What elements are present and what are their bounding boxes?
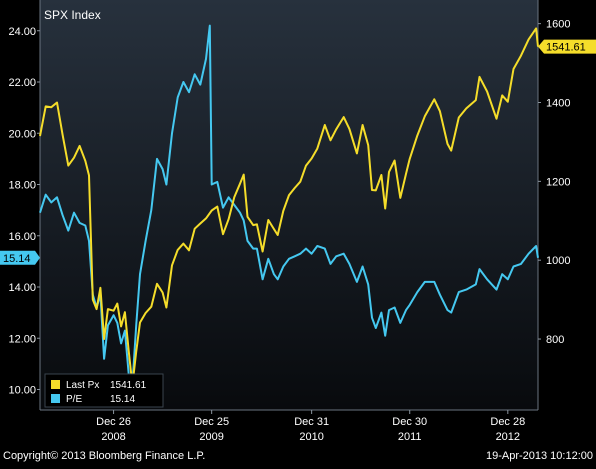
x-tick-label-date: Dec 25 xyxy=(194,416,229,428)
x-tick-label-year: 2010 xyxy=(299,431,323,443)
left-tick-label: 18.00 xyxy=(8,180,36,192)
x-axis-ticks: Dec 26 2008 Dec 25 2009 Dec 31 2010 Dec 30 2011… xyxy=(96,410,525,443)
pe-value-tag-text: 15.14 xyxy=(3,253,31,265)
series-layer xyxy=(39,24,539,387)
last-px-value-tag xyxy=(538,39,596,54)
copyright-text: Copyright© 2013 Bloomberg Finance L.P. xyxy=(3,450,205,462)
left-axis-ticks: 10.00 12.00 14.00 16.00 18.00 20.00 22.00 24.00 xyxy=(8,26,40,397)
right-tick-label: 1200 xyxy=(546,176,570,188)
right-tick-label: 800 xyxy=(546,334,564,346)
x-tick-label-date: Dec 26 xyxy=(96,416,131,428)
left-tick-label: 24.00 xyxy=(8,26,36,38)
legend-value-last-px: 1541.61 xyxy=(110,380,147,391)
right-tick-label: 1600 xyxy=(546,19,570,31)
x-tick-label-year: 2008 xyxy=(101,431,125,443)
pe-value-tag xyxy=(0,250,40,265)
x-tick-label-date: Dec 31 xyxy=(294,416,329,428)
plot-area xyxy=(40,0,538,410)
left-tick-label: 22.00 xyxy=(8,77,36,89)
legend-box xyxy=(44,373,164,408)
left-tick-label: 20.00 xyxy=(8,128,36,140)
legend-value-pe: 15.14 xyxy=(110,394,135,405)
x-tick-label-year: 2012 xyxy=(496,431,520,443)
last-px-value-tag-text: 1541.61 xyxy=(546,42,586,54)
legend-swatch-last-px xyxy=(51,380,60,389)
x-tick-label-year: 2011 xyxy=(398,431,422,443)
last-value-tags: 1541.61 15.14 xyxy=(0,39,596,265)
legend: Last Px 1541.61 P/E 15.14 xyxy=(44,373,164,408)
left-tick-label: 14.00 xyxy=(8,282,36,294)
legend-label-last-px: Last Px xyxy=(66,380,99,391)
right-tick-label: 1400 xyxy=(546,98,570,110)
right-tick-label: 1000 xyxy=(546,255,570,267)
legend-swatch-pe xyxy=(51,394,60,403)
left-tick-label: 10.00 xyxy=(8,385,36,397)
x-tick-label-date: Dec 28 xyxy=(490,416,525,428)
x-tick-label-date: Dec 30 xyxy=(392,416,427,428)
timestamp-text: 19-Apr-2013 10:12:00 xyxy=(486,450,593,462)
x-tick-label-year: 2009 xyxy=(199,431,223,443)
legend-label-pe: P/E xyxy=(66,394,82,405)
left-tick-label: 16.00 xyxy=(8,231,36,243)
chart-title: SPX Index xyxy=(44,8,101,22)
right-axis-ticks: 800 1000 1200 1400 1600 xyxy=(538,19,570,346)
series-line-last-px xyxy=(39,27,539,387)
left-tick-label: 12.00 xyxy=(8,333,36,345)
series-line-pe xyxy=(39,24,539,386)
